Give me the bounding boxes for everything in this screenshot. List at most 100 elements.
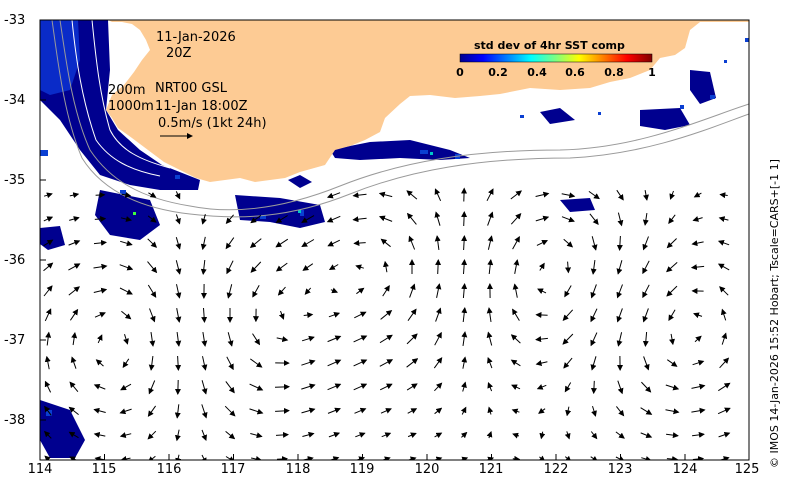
current-vector [68, 264, 79, 270]
y-tick-label: -36 [4, 253, 34, 268]
x-tick-label: 118 [283, 462, 313, 477]
time-label: 11-Jan 18:00Z [155, 99, 248, 114]
colorbar-tick: 1 [640, 66, 664, 79]
colorbar-bar [460, 54, 652, 62]
current-vector [47, 357, 49, 369]
current-vector [121, 384, 131, 390]
current-vector [356, 288, 363, 293]
current-vector [328, 240, 340, 246]
current-vector [616, 406, 623, 415]
current-vector [381, 311, 392, 320]
current-vector [380, 360, 392, 367]
current-vector [667, 239, 676, 248]
current-vector [94, 290, 106, 293]
current-vector [380, 193, 392, 196]
current-vector [227, 261, 233, 274]
current-vector [250, 409, 263, 413]
current-vector [410, 284, 415, 297]
current-vector [301, 385, 314, 389]
x-tick-label: 122 [541, 462, 571, 477]
current-vector [302, 337, 314, 341]
current-vector [407, 334, 417, 344]
current-vector [512, 360, 521, 366]
y-tick-label: -35 [4, 173, 34, 188]
current-vector [70, 310, 77, 321]
current-vector [177, 308, 180, 322]
current-vector [176, 260, 179, 274]
current-vector [641, 382, 650, 392]
current-vector [461, 433, 466, 438]
current-vector [354, 336, 367, 342]
current-vector [385, 262, 387, 272]
current-vector [225, 406, 235, 416]
current-vector [407, 191, 417, 199]
current-vector [383, 286, 390, 296]
current-vector [202, 404, 206, 417]
current-vector [567, 431, 569, 438]
current-vector [536, 194, 549, 197]
current-vector [253, 285, 259, 297]
current-vector [488, 358, 492, 368]
colorbar-title: std dev of 4hr SST comp [474, 39, 625, 52]
x-tick-label: 115 [89, 462, 119, 477]
current-vector [250, 359, 261, 367]
current-vector [381, 239, 390, 246]
current-vector [641, 433, 652, 437]
current-vector [590, 214, 598, 224]
current-vector [203, 356, 206, 370]
current-vector [301, 361, 314, 365]
current-vector [380, 384, 392, 390]
current-vector [641, 408, 652, 415]
current-vector [69, 218, 79, 221]
colorbar-tick: 0.2 [486, 66, 510, 79]
current-vector [226, 381, 234, 392]
current-vector [277, 263, 288, 271]
current-vector [120, 409, 131, 413]
current-vector [592, 284, 597, 297]
current-vector [275, 387, 289, 388]
x-tick-label: 117 [218, 462, 248, 477]
current-vector [277, 459, 287, 460]
current-vector [618, 332, 621, 346]
current-vector [644, 356, 649, 369]
current-vector [667, 286, 677, 296]
scale-label: 0.5m/s (1kt 24h) [158, 116, 267, 131]
current-vector [643, 261, 649, 273]
current-vector [720, 287, 728, 295]
current-vector [228, 332, 232, 346]
current-vector [669, 215, 675, 223]
current-vector [202, 455, 206, 463]
current-vector [408, 309, 416, 320]
current-vector [434, 358, 441, 368]
current-vector [489, 260, 491, 274]
current-vector [98, 335, 102, 343]
hour-label: 20Z [166, 46, 191, 61]
current-vector [354, 360, 367, 366]
current-vector [95, 434, 106, 436]
current-vector [464, 236, 465, 250]
current-vector [692, 266, 704, 267]
current-vector [435, 433, 442, 437]
x-tick-label: 119 [347, 462, 377, 477]
current-vector [328, 216, 341, 221]
current-vector [693, 459, 703, 460]
current-vector [148, 239, 157, 247]
current-vector [512, 385, 520, 389]
current-vector [329, 313, 339, 317]
current-vector [203, 332, 205, 346]
current-vector [281, 311, 284, 319]
current-vector [382, 433, 391, 436]
current-vector [94, 266, 107, 268]
current-vector [328, 336, 341, 341]
current-vector [435, 333, 442, 345]
current-vector [511, 191, 521, 199]
current-vector [203, 260, 205, 274]
current-vector [94, 242, 106, 243]
current-vector [667, 459, 677, 460]
current-vector [618, 285, 623, 298]
current-vector [436, 308, 441, 321]
current-vector [148, 262, 157, 273]
current-vector [463, 284, 464, 298]
current-vector [563, 310, 572, 320]
